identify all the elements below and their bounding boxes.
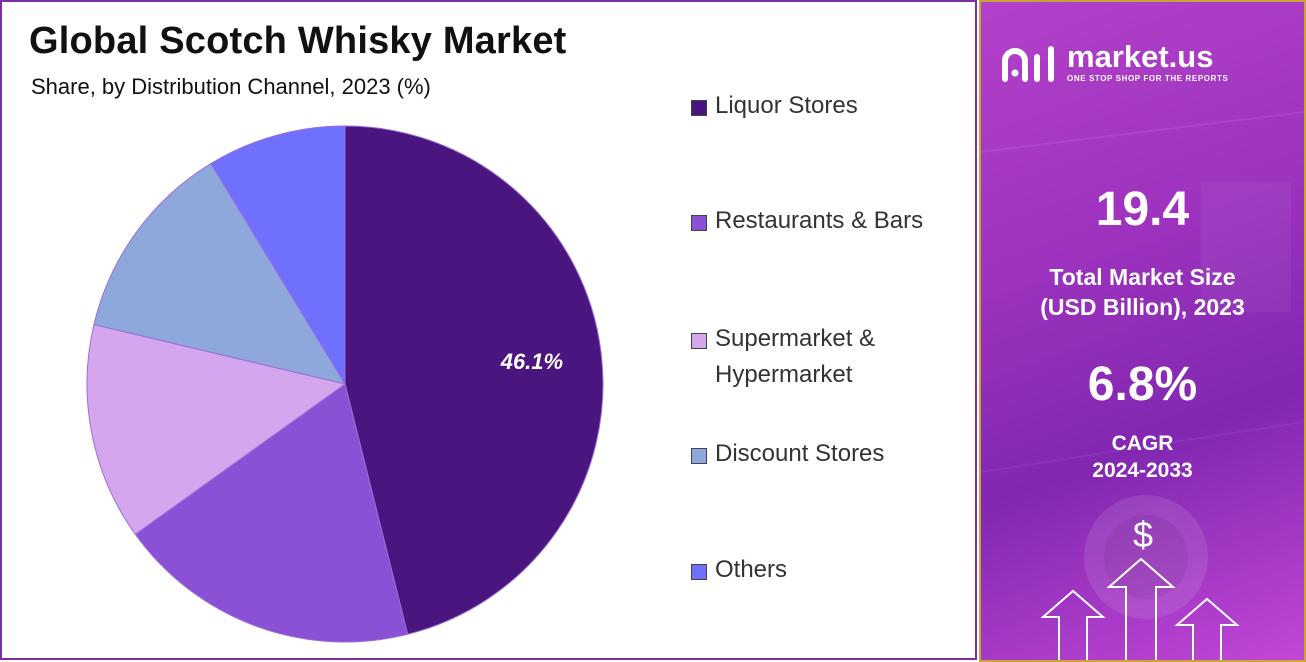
summary-panel: market.us ONE STOP SHOP FOR THE REPORTS …: [979, 0, 1306, 662]
pie-slice-supermarket-hypermarket: [86, 323, 347, 536]
dollar-icon: $: [1132, 514, 1154, 555]
chart-subtitle: Share, by Distribution Channel, 2023 (%): [31, 74, 431, 99]
market-us-logo-icon: [1002, 45, 1054, 82]
growth-arrows-icon: [1040, 557, 1240, 660]
market-size-value: 19.4: [1095, 183, 1190, 236]
cagr-label-line1: CAGR: [1111, 432, 1174, 455]
brand-tagline: ONE STOP SHOP FOR THE REPORTS: [1067, 74, 1229, 83]
background-decoration: [981, 2, 1304, 660]
chart-title: Global Scotch Whisky Market: [29, 20, 567, 62]
market-size-label-line2: (USD Billion), 2023: [1040, 294, 1245, 320]
pie-slice-others: [210, 125, 346, 386]
pie-slice-liquor-stores: [344, 125, 604, 635]
market-size-label-line1: Total Market Size: [1049, 264, 1236, 290]
pie-chart: 46.1%: [86, 125, 604, 643]
cagr-label-line2: 2024-2033: [1092, 459, 1193, 482]
pie-slice-discount-stores: [93, 162, 347, 385]
pie-slice-restaurants-bars: [134, 383, 409, 643]
brand-name: market.us: [1067, 39, 1214, 74]
brand-logo: market.us ONE STOP SHOP FOR THE REPORTS: [1001, 39, 1229, 83]
pie-data-label: 46.1%: [500, 349, 563, 374]
cagr-value: 6.8%: [1087, 358, 1198, 411]
chart-panel: Global Scotch Whisky Market Share, by Di…: [0, 0, 977, 660]
